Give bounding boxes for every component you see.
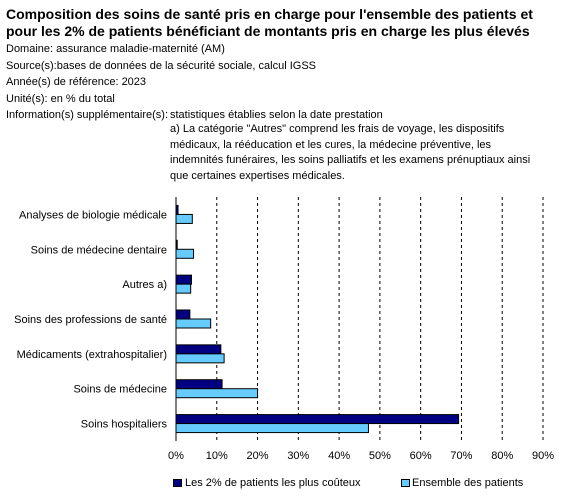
x-tick-label: 50%: [369, 450, 391, 462]
category-label: Soins de médecine dentaire: [31, 244, 167, 256]
bar-all-patients: [175, 248, 195, 259]
bar-top-2-percent: [175, 414, 460, 425]
unit-line: Unité(s): en % du total: [6, 93, 115, 105]
category-label: Autres a): [122, 279, 167, 291]
bar-all-patients: [175, 283, 192, 294]
x-tick-label: 80%: [491, 450, 513, 462]
x-tick-label: 40%: [328, 450, 350, 462]
category-label: Soins des professions de santé: [14, 314, 167, 326]
bar-top-2-percent: [175, 309, 191, 320]
bar-all-patients: [175, 353, 225, 364]
additional-info-text: statistiques établies selon la date pres…: [170, 109, 383, 121]
bar-chart: 0% 10% 20% 30% 40% 50% 60% 70% 80% 90% Analyses de…: [14, 197, 554, 462]
legend-label-all-patients: Ensemble des patients: [412, 477, 524, 489]
x-tick-label: 20%: [247, 450, 269, 462]
x-tick-label: 30%: [287, 450, 309, 462]
bar-all-patients: [175, 388, 259, 399]
bar-all-patients: [175, 318, 212, 329]
bar-top-2-percent: [175, 379, 223, 390]
legend-swatch-top-2-percent: [173, 479, 182, 487]
x-tick-label: 0%: [168, 450, 184, 462]
category-label: Soins hospitaliers: [81, 419, 168, 431]
bar-all-patients: [175, 213, 193, 224]
bar-top-2-percent: [175, 274, 192, 285]
legend-swatch-all-patients: [401, 479, 410, 487]
x-tick-label: 10%: [206, 450, 228, 462]
domain-line: Domaine: assurance maladie-maternité (AM…: [6, 43, 225, 55]
bar-all-patients: [175, 423, 369, 434]
source-line: Source(s):bases de données de la sécurit…: [6, 60, 316, 72]
category-label: Soins de médecine: [73, 384, 167, 396]
category-label: Analyses de biologie médicale: [19, 209, 167, 221]
category-label: Médicaments (extrahospitalier): [17, 349, 167, 361]
footnote-text: a) La catégorie "Autres" comprend les fr…: [170, 123, 531, 182]
x-tick-label: 60%: [410, 450, 432, 462]
x-tick-label: 90%: [532, 450, 554, 462]
legend-label-top-2-percent: Les 2% de patients les plus coûteux: [185, 477, 361, 489]
bar-top-2-percent: [175, 344, 222, 355]
chart-title: Composition des soins de santé pris en c…: [6, 6, 533, 39]
reference-year-line: Année(s) de référence: 2023: [6, 76, 147, 88]
additional-info-label: Information(s) supplémentaire(s):: [6, 109, 169, 121]
x-tick-label: 70%: [450, 450, 472, 462]
